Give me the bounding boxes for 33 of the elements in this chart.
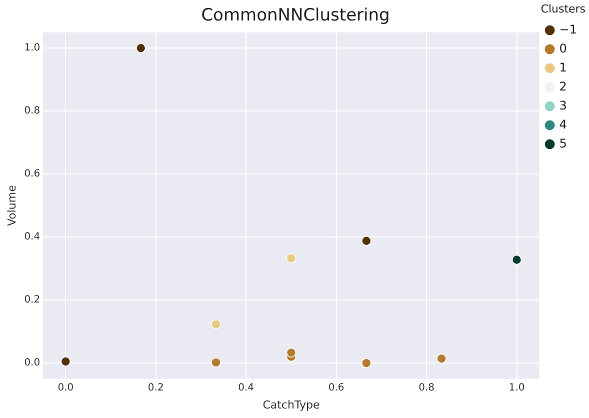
legend-label: 2: [559, 79, 567, 94]
point: [286, 253, 296, 264]
point: [60, 356, 71, 366]
point: [136, 43, 146, 54]
y-tick-label: 0.4: [24, 232, 40, 243]
legend-label: 1: [559, 60, 567, 74]
point: [211, 319, 221, 330]
x-tick-label: 0.0: [58, 382, 74, 394]
legend-label: 3: [559, 98, 567, 112]
y-tick-label: 0.8: [24, 106, 40, 117]
x-tick-label: 0.4: [238, 382, 254, 394]
point: [436, 354, 446, 364]
point: [286, 348, 296, 358]
y-axis-title: Volume: [5, 184, 18, 226]
y-tick-label: 0.0: [24, 358, 40, 369]
point: [211, 358, 221, 368]
x-tick-label: 0.8: [418, 382, 434, 394]
legend-label: 4: [559, 117, 567, 132]
y-tick-label: 1.0: [24, 42, 40, 54]
y-tick-label: 0.2: [24, 294, 40, 306]
legend-label: 5: [559, 136, 567, 150]
point: [362, 358, 372, 368]
point: [512, 254, 522, 265]
legend-label: 0: [559, 41, 567, 56]
x-tick-label: 1.0: [508, 382, 525, 394]
chart-title: CommonNNClustering: [201, 6, 390, 26]
legend-label: −1: [559, 22, 578, 36]
y-tick-label: 0.6: [24, 168, 40, 180]
legend-title: Clusters: [540, 2, 586, 16]
x-tick-label: 0.6: [328, 382, 344, 394]
x-axis-title: CatchType: [262, 398, 320, 412]
x-tick-label: 0.2: [148, 382, 164, 394]
point: [362, 236, 372, 246]
